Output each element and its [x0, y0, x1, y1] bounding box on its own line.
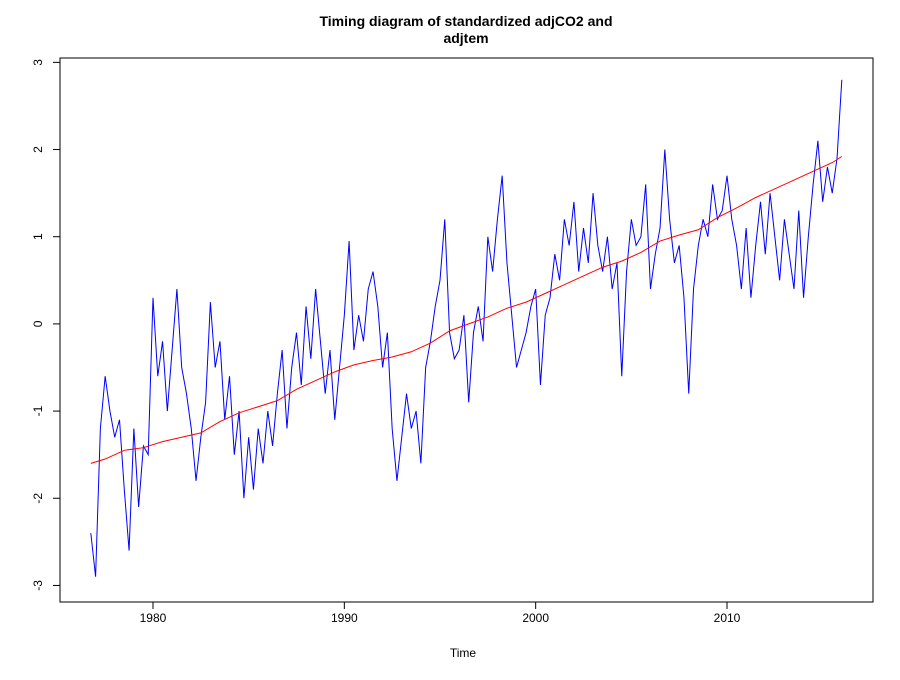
x-tick-label: 1990	[331, 611, 358, 625]
y-tick-label: -1	[31, 405, 45, 416]
y-tick-label: -3	[31, 580, 45, 591]
chart-title: adjtem	[443, 30, 488, 46]
y-tick-label: 1	[31, 233, 45, 240]
x-tick-label: 2010	[714, 611, 741, 625]
x-tick-label: 2000	[522, 611, 549, 625]
x-tick-label: 1980	[140, 611, 167, 625]
series-line	[90, 156, 843, 464]
y-tick-label: 2	[31, 146, 45, 153]
y-tick-label: 3	[31, 59, 45, 66]
y-tick-label: 0	[31, 320, 45, 327]
chart-title: Timing diagram of standardized adjCO2 an…	[319, 13, 612, 29]
x-axis-label: Time	[450, 646, 477, 660]
y-tick-label: -2	[31, 493, 45, 504]
series-line	[90, 79, 843, 577]
